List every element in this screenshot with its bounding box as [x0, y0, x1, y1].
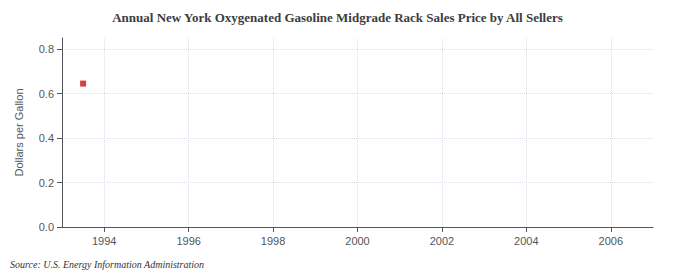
svg-text:1996: 1996 [176, 235, 200, 247]
svg-text:2006: 2006 [599, 235, 623, 247]
svg-text:Dollars per Gallon: Dollars per Gallon [13, 88, 25, 176]
svg-text:2000: 2000 [345, 235, 369, 247]
svg-text:0.2: 0.2 [39, 177, 54, 189]
svg-text:0.4: 0.4 [39, 132, 54, 144]
svg-text:0.8: 0.8 [39, 43, 54, 55]
svg-text:2002: 2002 [430, 235, 454, 247]
svg-text:1994: 1994 [92, 235, 116, 247]
svg-text:Source: U.S. Energy Informatio: Source: U.S. Energy Information Administ… [10, 259, 204, 270]
svg-text:2004: 2004 [514, 235, 538, 247]
svg-text:0.6: 0.6 [39, 88, 54, 100]
svg-text:0.0: 0.0 [39, 221, 54, 233]
svg-text:Annual New York Oxygenated Gas: Annual New York Oxygenated Gasoline Midg… [112, 10, 563, 25]
svg-text:1998: 1998 [261, 235, 285, 247]
